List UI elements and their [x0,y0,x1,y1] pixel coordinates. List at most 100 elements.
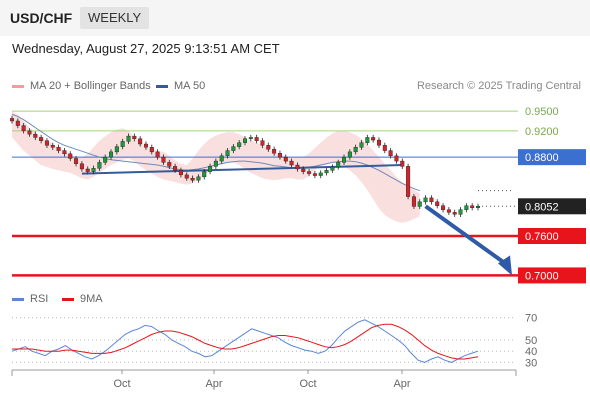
candle-body [423,197,428,203]
x-tick-label-1: Apr [205,378,222,390]
price-level-label-1: 0.9200 [525,126,559,138]
candle-body [277,152,282,158]
candle-body [417,201,422,207]
trendline-0 [81,164,403,175]
credit-text: Research © 2025 Trading Central [416,80,581,92]
candle-body [307,171,312,174]
candle-body [91,168,96,172]
price-level-label-4: 0.7600 [525,231,559,243]
candle-body [476,206,481,208]
price-level-label-3: 0.8052 [525,201,559,213]
candle-body [27,130,32,135]
candle-body [231,146,236,151]
candle-body [33,133,38,138]
tab-weekly[interactable]: WEEKLY [80,7,150,29]
candle-body [441,205,446,210]
x-tick-label-0: Oct [113,378,130,390]
candle-body [74,158,79,164]
candle-body [79,163,84,170]
candle-body [336,162,341,168]
bollinger-band-area [12,111,420,223]
legend-ma50: MA 50 [156,80,205,92]
rsi-tick-label-2: 40 [525,346,537,358]
candle-body [97,162,102,169]
candle-body [312,173,317,176]
price-level-label-0: 0.9500 [525,106,559,118]
candle-body [237,142,242,147]
candle-body [376,139,381,146]
candle-body [359,142,364,148]
legend-bollinger-swatch [12,84,24,88]
datetime-label: Wednesday, August 27, 2025 9:13:51 AM CE… [12,41,280,56]
symbol-title: USD/CHF [10,10,73,26]
candle-body [452,212,457,215]
candle-body [464,205,469,210]
candle-body [103,156,108,163]
price-label-bg-3 [518,198,586,215]
legend-9ma: 9MA [62,293,103,305]
rsi-tick-label-0: 70 [525,313,537,325]
candle-body [138,138,143,145]
candle-body [68,153,73,159]
candle-body [365,137,370,143]
chart-header: USD/CHF WEEKLY [0,0,590,36]
candle-body [155,151,160,158]
candle-body [266,145,271,150]
candle-body [225,150,230,157]
candle-body [120,141,125,147]
x-tick-label-3: Apr [393,378,410,390]
candle-body [318,172,323,176]
candle-body [301,168,306,172]
candle-body [458,209,463,215]
candle-body [429,197,434,203]
candle-body [295,164,300,170]
candle-body [213,160,218,167]
projection-arrow-shaft [424,204,510,268]
legend-rsi: RSI [12,293,48,305]
candle-body [242,138,247,143]
candle-body [353,147,358,153]
candle-body [196,176,201,181]
candle-body [109,151,114,158]
candle-body [132,135,137,139]
candle-body [406,166,411,197]
candle-body [446,209,451,213]
x-tick-label-2: Oct [299,378,316,390]
candle-body [85,168,90,172]
price-label-bg-2 [518,149,586,166]
candle-body [371,137,376,141]
candle-body [190,177,195,181]
candle-body [283,156,288,162]
candle-body [382,145,387,151]
candle-body [178,170,183,176]
candle-body [219,155,224,162]
candle-body [39,137,44,141]
candle-body [347,151,352,158]
candle-body [161,156,166,163]
candle-body [21,125,26,132]
candle-body [394,155,399,162]
legend-9ma-swatch [62,297,74,301]
candle-body [260,140,265,146]
candle-body [114,146,119,153]
candle-body [15,120,20,126]
candle-body [149,147,154,153]
rsi-series-RSI [11,319,479,363]
candle-body [143,143,148,148]
rsi-tick-label-1: 50 [525,335,537,347]
candle-body [342,156,347,163]
price-label-bg-4 [518,228,586,244]
legend-bollinger: MA 20 + Bollinger Bands [12,80,151,92]
candle-body [184,174,189,179]
candle-body [50,145,55,148]
candle-body [173,166,178,171]
legend-ma50-swatch [156,84,168,88]
candle-body [435,201,440,206]
price-level-label-2: 0.8800 [525,152,559,164]
candle-body [411,196,416,207]
candle-body [202,171,207,178]
candle-body [289,160,294,166]
candle-body [470,205,475,208]
